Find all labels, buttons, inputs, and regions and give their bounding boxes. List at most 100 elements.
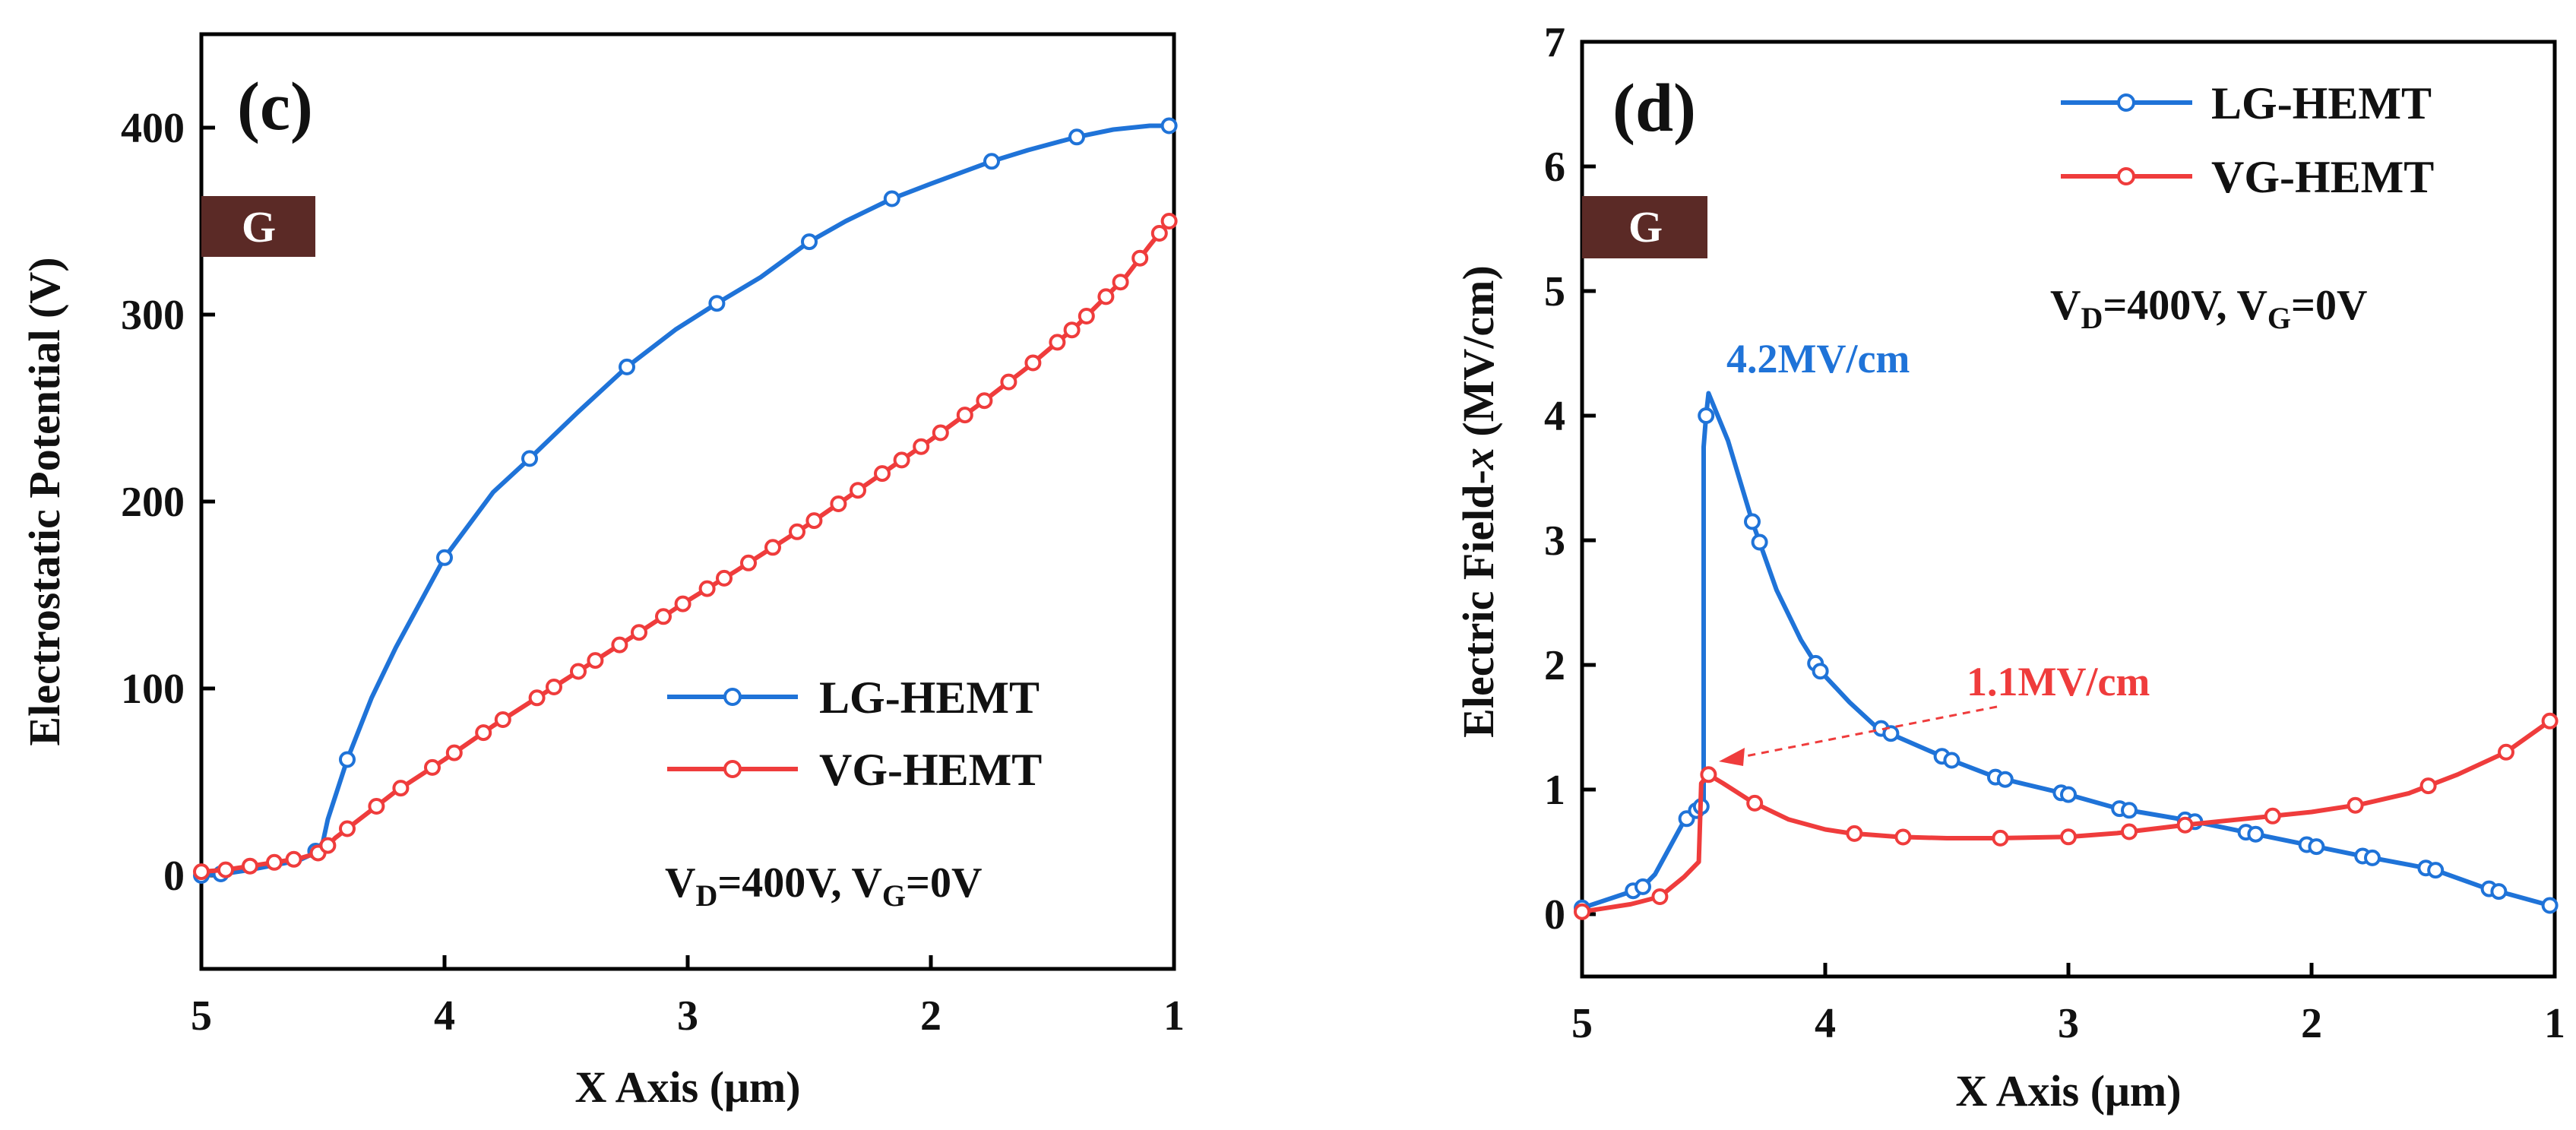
data-point-lg <box>2060 786 2077 803</box>
panel-d-gate-box <box>1582 196 1707 258</box>
data-point-lg <box>2427 862 2445 879</box>
panel-c-y-axis-label: Electrostatic Potential (V) <box>20 257 69 745</box>
data-point-vg <box>1846 825 1863 842</box>
panel-d-lg-peak-annotation: 4.2MV/cm <box>1726 336 1910 381</box>
x-tick-label: 5 <box>1571 1000 1593 1047</box>
data-point-lg <box>2121 802 2138 819</box>
y-tick-label: 100 <box>121 666 185 713</box>
y-tick-label: 3 <box>1544 518 1565 565</box>
y-tick-label: 0 <box>1544 891 1565 939</box>
data-point-vg <box>424 758 441 776</box>
data-point-vg <box>698 580 716 597</box>
series-line-vg <box>1580 718 2552 914</box>
y-tick-label: 0 <box>163 853 185 900</box>
data-point-vg <box>1000 373 1017 391</box>
data-point-lg <box>339 751 356 768</box>
data-point-lg <box>1943 752 1960 769</box>
data-point-vg <box>1049 334 1066 351</box>
data-point-lg <box>1068 128 1085 146</box>
data-point-vg <box>193 863 210 881</box>
panel-c-legend-lg-text: LG-HEMT <box>819 673 1040 723</box>
panel-d-legend: LG-HEMT VG-HEMT <box>2061 78 2434 202</box>
y-tick-label: 7 <box>1544 19 1565 66</box>
panel-d-gate-marker: G <box>1582 196 1707 258</box>
data-point-lg <box>2490 883 2508 901</box>
y-tick-label: 400 <box>121 105 185 152</box>
data-point-lg <box>2541 897 2559 914</box>
panel-d-vg-peak-annotation: 1.1MV/cm <box>1967 659 2150 704</box>
panel-c-legend: LG-HEMT VG-HEMT <box>667 673 1042 795</box>
panel-c-legend-vg-marker <box>723 760 742 778</box>
data-point-vg <box>528 689 546 707</box>
data-point-lg <box>1996 771 2014 788</box>
data-point-vg <box>674 595 691 612</box>
panel-c-legend-lg-marker <box>723 688 742 706</box>
data-point-vg <box>850 482 866 499</box>
data-point-vg <box>339 820 356 837</box>
panel-c-gate-marker: G <box>201 196 315 257</box>
x-tick-label: 1 <box>2544 1000 2565 1047</box>
y-tick-label: 5 <box>1544 268 1565 315</box>
panel-c-series <box>193 117 1178 884</box>
data-point-vg <box>475 724 492 742</box>
data-point-lg <box>2247 825 2264 843</box>
panel-c-label: (c) <box>237 69 313 144</box>
data-point-vg <box>445 744 463 761</box>
data-point-vg <box>1700 766 1717 783</box>
data-point-vg <box>368 798 385 815</box>
data-point-vg <box>494 711 511 728</box>
data-point-vg <box>1574 903 1590 920</box>
panel-c: 0 100 200 300 400 5 4 3 2 1 G (c) X Axis (μm) El… <box>20 32 1185 1112</box>
data-point-lg <box>1882 725 1900 742</box>
data-point-vg <box>976 392 993 410</box>
data-point-vg <box>587 652 604 669</box>
data-point-lg <box>1744 513 1761 530</box>
data-point-lg <box>801 233 818 251</box>
data-point-vg <box>2060 828 2077 846</box>
panel-d-label: (d) <box>1612 71 1696 146</box>
data-point-vg <box>1651 888 1669 905</box>
data-point-vg <box>789 523 805 540</box>
panel-d-vg-peak-arrowhead <box>1719 748 1745 766</box>
panel-d-x-axis-label: X Axis (μm) <box>1955 1066 2181 1116</box>
y-tick-label: 1 <box>1544 767 1565 814</box>
y-tick-label: 300 <box>121 292 185 339</box>
panel-d-y-axis-label: Electric Field-x (MV/cm) <box>1454 265 1503 738</box>
data-point-vg <box>546 679 562 695</box>
y-tick-label: 200 <box>121 479 185 526</box>
data-point-vg <box>2121 823 2138 840</box>
data-point-vg <box>1097 288 1115 305</box>
data-point-vg <box>266 853 283 871</box>
panel-d: 0 1 2 3 4 5 6 7 5 4 3 2 1 G (d) X Axis (μm) Electri… <box>1454 19 2565 1116</box>
data-point-vg <box>2264 807 2281 825</box>
data-point-vg <box>1150 225 1168 242</box>
data-point-vg <box>932 424 949 442</box>
data-point-vg <box>764 539 781 556</box>
x-tick-label: 1 <box>1163 992 1185 1040</box>
data-point-lg <box>436 549 453 566</box>
panel-d-legend-lg-marker <box>2117 93 2135 112</box>
panel-d-legend-lg-text: LG-HEMT <box>2211 78 2432 128</box>
data-point-vg <box>242 857 258 875</box>
data-point-vg <box>893 451 910 469</box>
data-point-vg <box>631 624 647 641</box>
panel-d-x-ticks: 5 4 3 2 1 <box>1571 963 2565 1047</box>
panel-d-legend-vg-marker <box>2117 167 2135 185</box>
panel-c-legend-vg-text: VG-HEMT <box>819 745 1042 795</box>
data-point-vg <box>830 495 847 512</box>
x-tick-label: 4 <box>434 992 455 1040</box>
y-tick-label: 4 <box>1544 393 1565 440</box>
panel-c-condition: VD=400V, VG=0V <box>665 859 982 913</box>
data-point-vg <box>2176 816 2194 834</box>
data-point-vg <box>655 608 672 625</box>
x-tick-label: 2 <box>2301 1000 2322 1047</box>
data-point-vg <box>805 512 823 530</box>
data-point-lg <box>619 358 635 375</box>
panel-d-legend-vg-text: VG-HEMT <box>2211 152 2434 202</box>
data-point-vg <box>2419 777 2437 795</box>
data-point-vg <box>1063 321 1081 339</box>
panel-c-x-axis-label: X Axis (μm) <box>574 1062 800 1112</box>
data-point-vg <box>1078 308 1095 324</box>
data-point-vg <box>1024 354 1042 372</box>
data-point-vg <box>1112 274 1129 291</box>
